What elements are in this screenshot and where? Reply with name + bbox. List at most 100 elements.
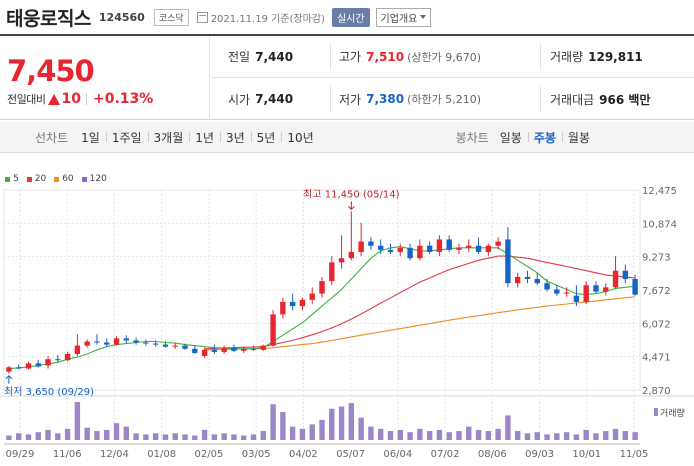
candle [6, 367, 12, 372]
tab-3month[interactable]: 3개월 [147, 129, 190, 146]
volume-bar [387, 431, 394, 440]
volume-bar [221, 433, 227, 440]
volume-bar [25, 434, 32, 440]
volume-value: 129,811 [588, 49, 643, 64]
volume-bar [6, 435, 12, 440]
legend-ma120: 120 [81, 174, 107, 184]
volume-bar [104, 429, 110, 440]
tab-5year[interactable]: 5년 [250, 129, 282, 146]
candle [289, 301, 296, 307]
lower-limit: (하한가 5,210) [407, 93, 481, 106]
volume-bar [612, 428, 619, 440]
volume-bar [45, 429, 51, 440]
candle [387, 249, 394, 252]
candle [280, 301, 286, 315]
candle [250, 348, 257, 350]
candle [25, 363, 32, 369]
tab-1day[interactable]: 1일 [81, 130, 100, 145]
y-tick-label: 10,874 [642, 219, 677, 230]
ma60-line [204, 296, 636, 351]
candle [573, 295, 580, 302]
candle [554, 289, 560, 294]
quote-row: 시가 7,440 저가 7,380 (하한가 5,210) 거래대금 966 백… [211, 78, 694, 120]
company-overview-button[interactable]: 기업개요 [375, 7, 432, 27]
candle [152, 343, 159, 345]
tab-1week[interactable]: 1주일 [105, 129, 148, 146]
volume-bar [211, 434, 218, 440]
divider [85, 93, 87, 105]
divider [540, 86, 541, 112]
volume-bar [192, 435, 198, 440]
tab-10year[interactable]: 10년 [281, 129, 319, 146]
high-annotation: 최고 11,450 (05/14) [303, 188, 399, 200]
candle [417, 245, 423, 259]
volume-label: 거래량 [550, 50, 584, 64]
volume-bar [143, 434, 149, 440]
candle [338, 258, 345, 263]
candle [397, 247, 403, 252]
volume-bar [446, 432, 452, 440]
low-arrow-icon [5, 375, 13, 384]
candle [55, 359, 61, 361]
candle-chart-title: 봉차트 [455, 130, 489, 145]
tab-monthly[interactable]: 월봉 [561, 129, 596, 146]
quote-row: 전일 7,440 고가 7,510 (상한가 9,670) 거래량 129,81… [211, 36, 694, 78]
candle [123, 338, 129, 341]
change-row: 전일대비 10 +0.13% [7, 91, 153, 107]
volume-legend-swatch [654, 408, 658, 416]
volume-bar [64, 428, 71, 440]
candle [113, 338, 120, 345]
candle [309, 293, 315, 300]
prev-close-cell: 전일 7,440 [228, 36, 293, 78]
up-arrow-icon [48, 93, 61, 105]
volume-bar [15, 433, 22, 440]
candle [201, 349, 208, 357]
candle [563, 292, 570, 294]
x-tick-label: 09/29 [6, 449, 35, 460]
x-tick-label: 02/05 [195, 449, 224, 460]
volume-bar [436, 429, 443, 440]
candle [182, 345, 188, 349]
volume-bar [417, 428, 423, 440]
volume-bar [593, 433, 599, 440]
prev-close-label: 전일 [228, 50, 251, 64]
volume-bar [201, 429, 208, 440]
change-percent: +0.13% [92, 91, 154, 107]
volume-bar [231, 434, 237, 440]
y-tick-label: 2,870 [642, 386, 671, 397]
candle [505, 239, 511, 284]
tab-weekly[interactable]: 주봉 [527, 129, 562, 146]
x-tick-label: 10/01 [572, 449, 601, 460]
candle [172, 345, 178, 347]
realtime-button[interactable]: 실시간 [331, 7, 370, 27]
candle [15, 367, 22, 369]
stock-header: 태웅로직스 124560 코스닥 2021.11.19 기준(장마감) 실시간 … [0, 0, 694, 34]
candle [211, 349, 218, 352]
line-chart-title: 선차트 [35, 130, 69, 145]
x-tick-label: 09/03 [525, 449, 554, 460]
volume-bar [172, 433, 178, 440]
tab-3year[interactable]: 3년 [219, 129, 251, 146]
legend-ma60: 60 [54, 174, 74, 184]
company-overview-label: 기업개요 [380, 13, 418, 25]
volume-bar [407, 432, 413, 440]
volume-bar [35, 432, 41, 440]
candle [74, 345, 81, 354]
candle [407, 247, 413, 259]
tab-daily[interactable]: 일봉 [499, 130, 522, 145]
volume-bar [456, 431, 462, 440]
ma5-line [8, 246, 636, 370]
volume-bar [397, 429, 403, 440]
volume-bar [329, 408, 335, 440]
x-tick-label: 08/06 [478, 449, 507, 460]
volume-bar [133, 433, 139, 440]
calendar-icon [196, 11, 208, 23]
volume-bar [505, 415, 511, 440]
volume-legend-label: 거래량 [660, 407, 685, 419]
current-price-box: 7,450 전일대비 10 +0.13% [0, 36, 210, 120]
tab-1year[interactable]: 1년 [189, 129, 220, 146]
volume-bar [475, 429, 482, 440]
volume-bar [524, 433, 531, 440]
volume-bar [622, 431, 629, 440]
volume-bar [94, 431, 100, 440]
